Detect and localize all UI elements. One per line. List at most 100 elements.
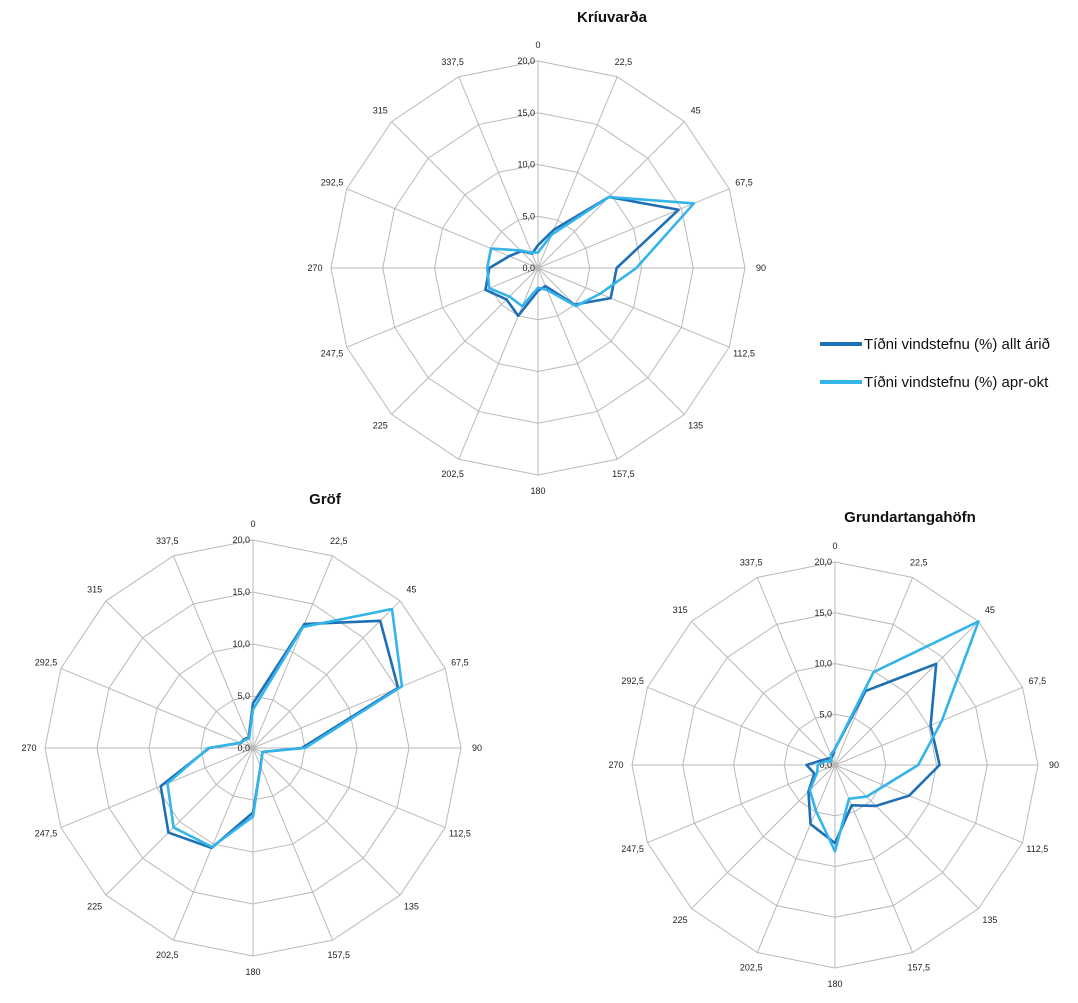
- direction-label: 225: [673, 915, 688, 925]
- grid-spoke: [691, 764, 836, 909]
- direction-label: 135: [404, 901, 419, 911]
- direction-label: 247,5: [35, 829, 58, 839]
- direction-label: 112,5: [733, 348, 755, 358]
- direction-label: 157,5: [327, 950, 350, 960]
- radial-tick-label: 10,0: [232, 639, 250, 649]
- grid-spoke: [346, 188, 539, 269]
- grid-spoke: [458, 76, 539, 269]
- series-line-all-year: [159, 619, 400, 850]
- grid-spoke: [252, 555, 334, 749]
- grid-spoke: [537, 267, 618, 460]
- direction-label: 315: [673, 605, 688, 615]
- grid-spoke: [537, 121, 685, 269]
- direction-label: 180: [245, 967, 260, 977]
- chart-title: Grundartangahöfn: [844, 509, 976, 526]
- direction-label: 90: [756, 263, 766, 273]
- direction-label: 157,5: [612, 469, 635, 479]
- legend-label-apr-okt: Tíðni vindstefnu (%) apr-okt: [864, 374, 1049, 391]
- kriuvarda-radar-chart: Kríuvarða 0 22,5 45 67,5 90 112,5 135 157,5 180 2…: [307, 9, 766, 496]
- direction-label: 202,5: [441, 469, 464, 479]
- grid-spoke: [105, 600, 254, 749]
- direction-label: 180: [827, 979, 842, 989]
- grid-spoke: [537, 76, 618, 269]
- grid-spoke: [458, 267, 539, 460]
- chart-title: Kríuvarða: [577, 9, 648, 26]
- radial-tick-label: 20,0: [232, 535, 250, 545]
- direction-label: 337,5: [740, 558, 763, 568]
- direction-label: 180: [530, 486, 545, 496]
- grid-spoke: [834, 764, 979, 909]
- radial-tick-label: 5,0: [522, 211, 535, 221]
- direction-label: 247,5: [321, 348, 344, 358]
- series-line-all-year: [805, 662, 941, 845]
- direction-label: 225: [373, 421, 388, 431]
- direction-label: 45: [691, 105, 701, 115]
- direction-label: 337,5: [156, 536, 179, 546]
- direction-label: 0: [535, 40, 540, 50]
- direction-label: 22,5: [330, 536, 348, 546]
- grid-spoke: [391, 267, 539, 415]
- radial-tick-label: 5,0: [819, 709, 832, 719]
- radial-tick-label: 20,0: [517, 56, 535, 66]
- grid-spoke: [252, 747, 446, 829]
- direction-label: 67,5: [1029, 676, 1047, 686]
- direction-label: 112,5: [1026, 844, 1048, 854]
- direction-label: 90: [472, 743, 482, 753]
- legend: Tíðni vindstefnu (%) allt árið Tíðni vin…: [820, 336, 1050, 391]
- radial-tick-label: 15,0: [814, 608, 832, 618]
- direction-label: 270: [307, 263, 322, 273]
- direction-label: 337,5: [441, 57, 464, 67]
- grid-spoke: [647, 686, 836, 766]
- grid-spoke: [252, 600, 401, 749]
- radial-tick-label: 15,0: [232, 587, 250, 597]
- grid-spoke: [647, 764, 836, 844]
- series-line-apr-okt: [808, 620, 980, 853]
- radial-tick-label: 0,0: [819, 760, 832, 770]
- direction-label: 67,5: [735, 178, 753, 188]
- grid-spoke: [105, 747, 254, 896]
- grid: [44, 539, 462, 957]
- grid-spoke: [537, 267, 730, 348]
- grid-spoke: [346, 267, 539, 348]
- direction-label: 315: [87, 585, 102, 595]
- direction-label: 202,5: [740, 962, 763, 972]
- direction-label: 45: [985, 605, 995, 615]
- legend-label-all-year: Tíðni vindstefnu (%) allt árið: [864, 336, 1050, 353]
- direction-label: 292,5: [621, 676, 644, 686]
- direction-label: 0: [250, 519, 255, 529]
- direction-label: 45: [406, 585, 416, 595]
- direction-label: 270: [21, 743, 36, 753]
- series-line-all-year: [484, 195, 680, 318]
- radial-tick-label: 0,0: [237, 743, 250, 753]
- radial-tick-label: 10,0: [814, 659, 832, 669]
- grid-spoke: [252, 667, 446, 749]
- direction-label: 315: [373, 105, 388, 115]
- direction-label: 112,5: [449, 829, 471, 839]
- grid-spoke: [537, 188, 730, 269]
- grid-spoke: [252, 747, 401, 896]
- grid-spoke: [172, 747, 254, 941]
- grid-spoke: [756, 577, 836, 766]
- radial-tick-label: 0,0: [522, 263, 535, 273]
- direction-label: 292,5: [35, 657, 58, 667]
- grundartangahofn-radar-chart: Grundartangahöfn 0 22,5 45 67,5 90 112,5 135 15…: [608, 509, 1059, 989]
- grid: [330, 60, 746, 476]
- grid-spoke: [60, 667, 254, 749]
- grid-spoke: [60, 747, 254, 829]
- direction-label: 135: [688, 421, 703, 431]
- radial-tick-label: 10,0: [517, 160, 535, 170]
- series-line-apr-okt: [166, 607, 404, 849]
- direction-label: 247,5: [621, 844, 644, 854]
- grid-spoke: [391, 121, 539, 269]
- grof-radar-chart: Gröf 0 22,5 45 67,5 90 112,5 135 157,5 180 202,5 2…: [21, 491, 482, 977]
- direction-label: 292,5: [321, 178, 344, 188]
- radial-tick-label: 5,0: [237, 691, 250, 701]
- radial-tick-label: 20,0: [814, 557, 832, 567]
- grid-spoke: [537, 267, 685, 415]
- grid-spoke: [834, 764, 914, 953]
- direction-label: 22,5: [910, 558, 928, 568]
- grid-spoke: [834, 764, 1023, 844]
- grid-spoke: [252, 747, 334, 941]
- direction-label: 135: [982, 915, 997, 925]
